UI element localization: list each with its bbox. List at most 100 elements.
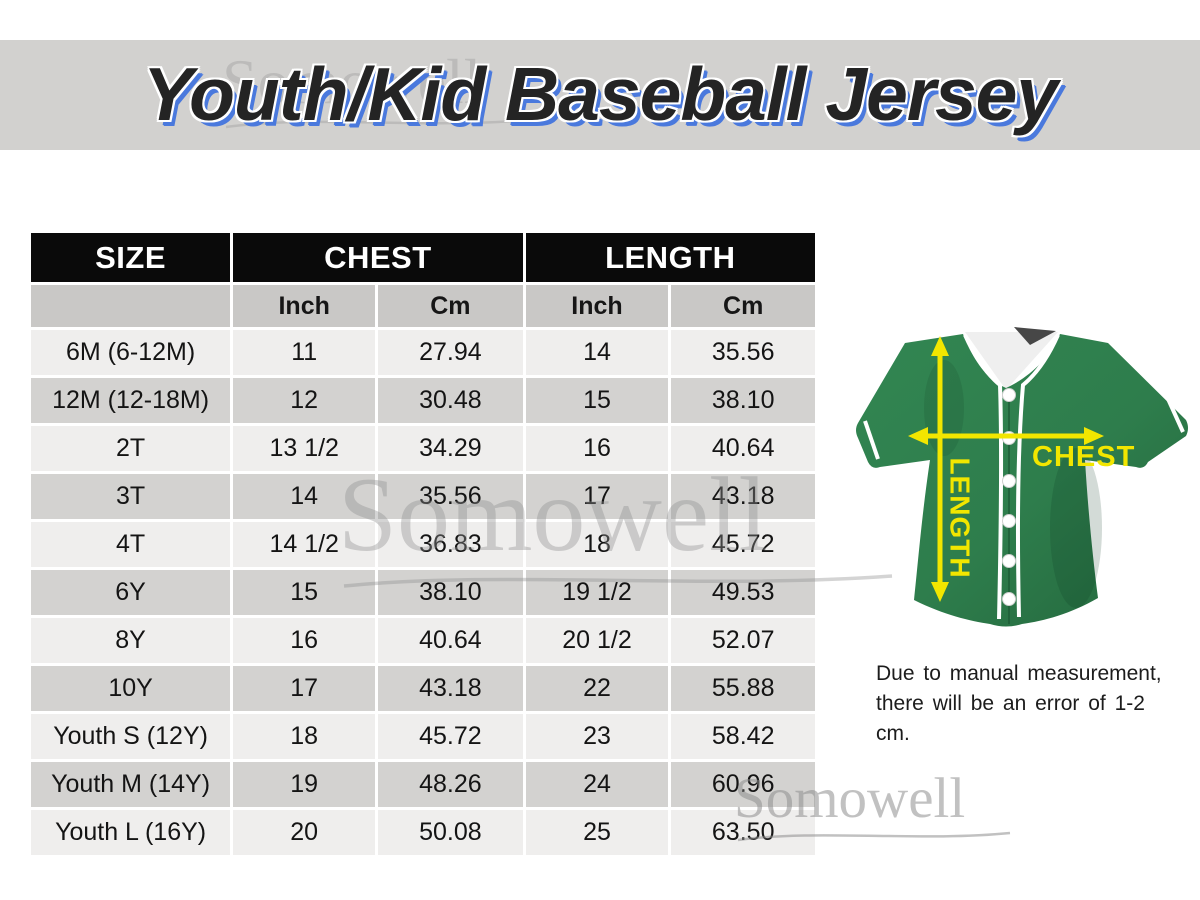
table-row: 6Y 15 38.10 19 1/2 49.53 bbox=[31, 570, 815, 615]
cell-length-cm: 55.88 bbox=[671, 666, 815, 711]
length-arrow bbox=[931, 336, 949, 602]
cell-chest-inch: 19 bbox=[233, 762, 376, 807]
cell-length-cm: 45.72 bbox=[671, 522, 815, 567]
placket-piping-left bbox=[963, 334, 1004, 620]
cell-length-cm: 52.07 bbox=[671, 618, 815, 663]
cell-length-inch: 24 bbox=[525, 762, 669, 807]
cell-length-inch: 22 bbox=[525, 666, 669, 711]
collar-shadow bbox=[1014, 327, 1056, 345]
cell-size: 10Y bbox=[31, 666, 231, 711]
cell-chest-cm: 30.48 bbox=[378, 378, 523, 423]
cell-length-inch: 14 bbox=[525, 330, 669, 375]
cell-size: 2T bbox=[31, 426, 231, 471]
table-row: 12M (12-18M) 12 30.48 15 38.10 bbox=[31, 378, 815, 423]
table-units-row: Inch Cm Inch Cm bbox=[31, 285, 815, 327]
cell-length-cm: 38.10 bbox=[671, 378, 815, 423]
cell-length-cm: 49.53 bbox=[671, 570, 815, 615]
cell-size: 6Y bbox=[31, 570, 231, 615]
chest-arrow bbox=[908, 427, 1104, 445]
cell-size: Youth L (16Y) bbox=[31, 810, 231, 855]
col-header-size: SIZE bbox=[31, 233, 231, 282]
table-row: 3T 14 35.56 17 43.18 bbox=[31, 474, 815, 519]
cell-chest-cm: 48.26 bbox=[378, 762, 523, 807]
cell-size: Youth S (12Y) bbox=[31, 714, 231, 759]
cell-size: 12M (12-18M) bbox=[31, 378, 231, 423]
cell-chest-cm: 43.18 bbox=[378, 666, 523, 711]
col-header-chest: CHEST bbox=[233, 233, 523, 282]
length-label: LENGTH bbox=[945, 457, 976, 578]
cell-size: 3T bbox=[31, 474, 231, 519]
cell-length-cm: 35.56 bbox=[671, 330, 815, 375]
jersey-svg: CHEST LENGTH bbox=[856, 327, 1188, 627]
cell-units-empty bbox=[31, 285, 231, 327]
cell-size: Youth M (14Y) bbox=[31, 762, 231, 807]
cell-chest-inch: 11 bbox=[233, 330, 376, 375]
sleeve-stripe-right bbox=[1162, 389, 1185, 433]
size-table: SIZE CHEST LENGTH Inch Cm Inch Cm 6M (6-… bbox=[28, 230, 818, 858]
note-line-2: there will be an error of 1-2 cm. bbox=[876, 691, 1145, 745]
cell-chest-cm: 27.94 bbox=[378, 330, 523, 375]
cell-chest-cm: 45.72 bbox=[378, 714, 523, 759]
cell-chest-inch: 17 bbox=[233, 666, 376, 711]
cell-length-inch: 25 bbox=[525, 810, 669, 855]
table-row: Youth S (12Y) 18 45.72 23 58.42 bbox=[31, 714, 815, 759]
cell-chest-inch: 12 bbox=[233, 378, 376, 423]
table-row: 4T 14 1/2 36.83 18 45.72 bbox=[31, 522, 815, 567]
sleeve-stripe-left bbox=[863, 420, 880, 460]
table-row: 8Y 16 40.64 20 1/2 52.07 bbox=[31, 618, 815, 663]
body-shading bbox=[924, 360, 964, 456]
cell-chest-inch: 16 bbox=[233, 618, 376, 663]
cell-length-cm: 58.42 bbox=[671, 714, 815, 759]
cell-chest-inch: 15 bbox=[233, 570, 376, 615]
jersey-body bbox=[856, 334, 1188, 627]
placket-piping-right bbox=[1016, 334, 1060, 618]
table-header-row: SIZE CHEST LENGTH bbox=[31, 233, 815, 282]
cell-length-inch: 19 1/2 bbox=[525, 570, 669, 615]
button bbox=[1002, 388, 1016, 402]
jersey-illustration: CHEST LENGTH bbox=[852, 318, 1197, 653]
table-row: 2T 13 1/2 34.29 16 40.64 bbox=[31, 426, 815, 471]
cell-chest-cm: 34.29 bbox=[378, 426, 523, 471]
table-row: 10Y 17 43.18 22 55.88 bbox=[31, 666, 815, 711]
cell-length-cm: 43.18 bbox=[671, 474, 815, 519]
cell-length-inch: 17 bbox=[525, 474, 669, 519]
table-row: 6M (6-12M) 11 27.94 14 35.56 bbox=[31, 330, 815, 375]
cell-length-inch: 16 bbox=[525, 426, 669, 471]
button bbox=[1002, 592, 1016, 606]
chest-label: CHEST bbox=[1032, 441, 1135, 473]
button bbox=[1002, 474, 1016, 488]
cell-chest-cm: 35.56 bbox=[378, 474, 523, 519]
cell-chest-inch: 18 bbox=[233, 714, 376, 759]
button bbox=[1002, 554, 1016, 568]
cell-chest-cm: 36.83 bbox=[378, 522, 523, 567]
cell-length-inch: 23 bbox=[525, 714, 669, 759]
cell-size: 8Y bbox=[31, 618, 231, 663]
page-title: Youth/Kid Baseball Jersey bbox=[142, 52, 1058, 136]
cell-length-inch: 20 1/2 bbox=[525, 618, 669, 663]
cell-length-cm: 60.96 bbox=[671, 762, 815, 807]
cell-size: 4T bbox=[31, 522, 231, 567]
body-shading bbox=[1050, 448, 1102, 608]
cell-size: 6M (6-12M) bbox=[31, 330, 231, 375]
cell-chest-cm: 50.08 bbox=[378, 810, 523, 855]
cell-length-cm: 40.64 bbox=[671, 426, 815, 471]
note-line-1: Due to manual measurement, bbox=[876, 662, 1162, 685]
cell-chest-inch: 20 bbox=[233, 810, 376, 855]
cell-chest-cm: 38.10 bbox=[378, 570, 523, 615]
cell-chest-inch: 14 1/2 bbox=[233, 522, 376, 567]
button bbox=[1002, 514, 1016, 528]
title-banner bbox=[0, 40, 1200, 150]
col-header-length: LENGTH bbox=[525, 233, 815, 282]
undershirt bbox=[965, 332, 1058, 390]
cell-length-inch: 15 bbox=[525, 378, 669, 423]
cell-length-inch: 18 bbox=[525, 522, 669, 567]
cell-length-cm: 63.50 bbox=[671, 810, 815, 855]
unit-chest-cm: Cm bbox=[378, 285, 523, 327]
cell-chest-cm: 40.64 bbox=[378, 618, 523, 663]
table-row: Youth M (14Y) 19 48.26 24 60.96 bbox=[31, 762, 815, 807]
cell-chest-inch: 14 bbox=[233, 474, 376, 519]
unit-length-inch: Inch bbox=[525, 285, 669, 327]
measurement-note: Due to manual measurement, there will be… bbox=[876, 659, 1186, 748]
table-row: Youth L (16Y) 20 50.08 25 63.50 bbox=[31, 810, 815, 855]
